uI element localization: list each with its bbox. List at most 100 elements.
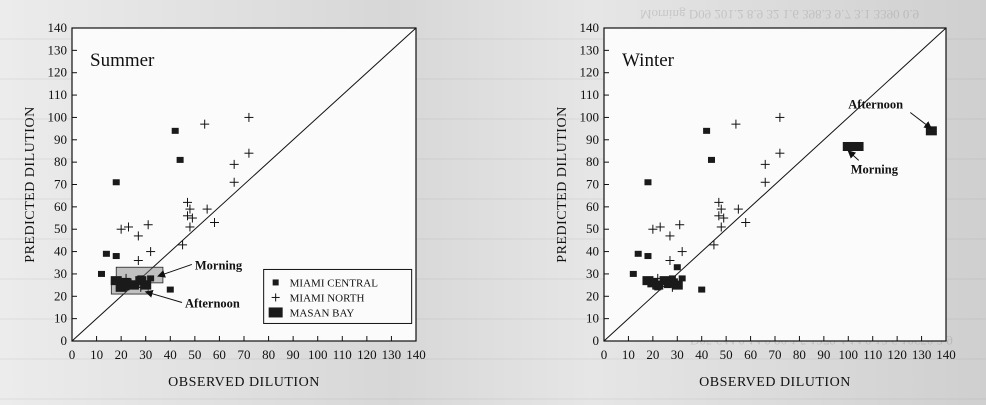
x-tick-label: 70 [238, 347, 251, 362]
data-point-miami-north [146, 247, 156, 257]
data-point-miami-central [707, 156, 715, 163]
y-tick-label: 40 [586, 244, 599, 259]
x-tick-label: 100 [308, 347, 328, 362]
x-tick-label: 130 [382, 347, 402, 362]
x-axis-title: OBSERVED DILUTION [699, 375, 851, 390]
x-tick-label: 120 [887, 347, 907, 362]
data-point-miami-central [644, 253, 652, 260]
data-point-miami-north [244, 148, 254, 158]
panel-title: Winter [622, 50, 675, 71]
legend-marker-square [272, 279, 279, 286]
legend-label: MASAN BAY [290, 307, 355, 319]
data-point-miami-central [629, 270, 637, 277]
y-tick-label: 50 [54, 221, 67, 236]
y-tick-label: 0 [593, 333, 600, 348]
data-point-masan-bay [140, 280, 152, 290]
data-point-miami-north [760, 177, 770, 187]
data-point-miami-north [229, 177, 239, 187]
data-point-miami-north [244, 112, 254, 122]
annotation-afternoon: Afternoon [848, 97, 903, 111]
x-tick-label: 80 [262, 347, 275, 362]
data-point-masan-bay [652, 280, 664, 290]
x-axis-title: OBSERVED DILUTION [168, 375, 320, 390]
legend-box [263, 268, 413, 324]
y-tick-label: 110 [580, 87, 599, 102]
x-tick-label: 110 [333, 347, 352, 362]
y-tick-label: 80 [586, 154, 599, 169]
y-tick-label: 130 [580, 42, 600, 57]
chart-panel-winter: 0 10 20 30 40 50 60 70 80 90 100 110 120 130 140 0 10 20 3… [555, 20, 956, 390]
data-point-masan-bay [925, 126, 937, 136]
x-tick-label: 20 [646, 347, 659, 362]
y-tick-label: 100 [48, 109, 68, 124]
data-point-miami-central [673, 264, 681, 271]
y-tick-label: 40 [54, 244, 67, 259]
data-point-miami-central [102, 250, 110, 257]
y-tick-label: 30 [54, 266, 67, 281]
data-point-masan-bay [115, 282, 127, 292]
data-point-miami-north [178, 240, 188, 250]
data-point-miami-north [133, 231, 143, 241]
legend-label: MIAMI NORTH [290, 292, 365, 304]
x-tick-label: 30 [139, 347, 152, 362]
data-point-miami-north [182, 211, 192, 221]
data-point-miami-central [147, 275, 155, 282]
y-tick-label: 10 [54, 311, 67, 326]
data-point-miami-north [182, 197, 192, 207]
y-tick-label: 140 [580, 20, 600, 35]
data-point-masan-bay [127, 280, 139, 290]
annotation-morning: Morning [851, 162, 899, 176]
data-point-miami-north [210, 218, 220, 228]
data-point-masan-bay [852, 141, 864, 151]
data-point-miami-north [760, 159, 770, 169]
x-tick-label: 10 [90, 347, 103, 362]
x-tick-label: 20 [115, 347, 128, 362]
data-point-miami-north [648, 224, 658, 234]
annotation-arrow [909, 112, 933, 130]
x-tick-label: 0 [69, 347, 76, 362]
x-tick-label: 0 [601, 347, 608, 362]
data-point-miami-north [229, 159, 239, 169]
x-tick-label: 70 [769, 347, 782, 362]
y-tick-label: 100 [580, 109, 600, 124]
data-point-masan-bay [659, 276, 671, 286]
annotation-morning: Morning [195, 258, 243, 272]
y-tick-label: 30 [586, 266, 599, 281]
y-tick-label: 70 [54, 177, 67, 192]
x-tick-label: 100 [839, 347, 859, 362]
y-tick-label: 140 [48, 20, 68, 35]
annotation-arrow [157, 263, 193, 278]
x-tick-label: 120 [357, 347, 377, 362]
data-point-miami-north [733, 204, 743, 214]
data-point-miami-north [716, 204, 726, 214]
data-point-miami-north [741, 218, 751, 228]
data-point-miami-central [678, 275, 686, 282]
annotation-afternoon: Afternoon [185, 296, 240, 310]
data-point-miami-central [171, 127, 179, 134]
y-tick-label: 120 [580, 65, 600, 80]
chart-panel-summer: 0 10 20 30 40 50 60 70 80 90 100 110 120 130 140 0 10 20 3… [23, 20, 426, 390]
data-point-miami-north [677, 247, 687, 257]
y-axis-title: PREDICTED DILUTION [23, 106, 38, 262]
x-tick-label: 130 [912, 347, 932, 362]
y-tick-label: 60 [54, 199, 67, 214]
y-tick-label: 20 [586, 288, 599, 303]
data-point-miami-north [124, 222, 134, 232]
panel-title: Summer [90, 50, 155, 71]
data-point-miami-north [116, 224, 126, 234]
data-point-miami-north [714, 197, 724, 207]
x-tick-label: 140 [936, 347, 956, 362]
y-tick-label: 20 [54, 288, 67, 303]
x-tick-label: 50 [720, 347, 733, 362]
data-point-miami-north [187, 213, 197, 223]
data-point-miami-north [731, 119, 741, 129]
data-point-miami-north [716, 222, 726, 232]
data-point-miami-central [112, 253, 120, 260]
data-point-miami-north [185, 204, 195, 214]
legend-label: MIAMI CENTRAL [290, 277, 379, 289]
data-point-masan-bay [110, 276, 122, 286]
y-tick-label: 110 [48, 87, 67, 102]
x-tick-label: 60 [744, 347, 757, 362]
data-point-miami-north [775, 112, 785, 122]
x-tick-label: 80 [793, 347, 806, 362]
